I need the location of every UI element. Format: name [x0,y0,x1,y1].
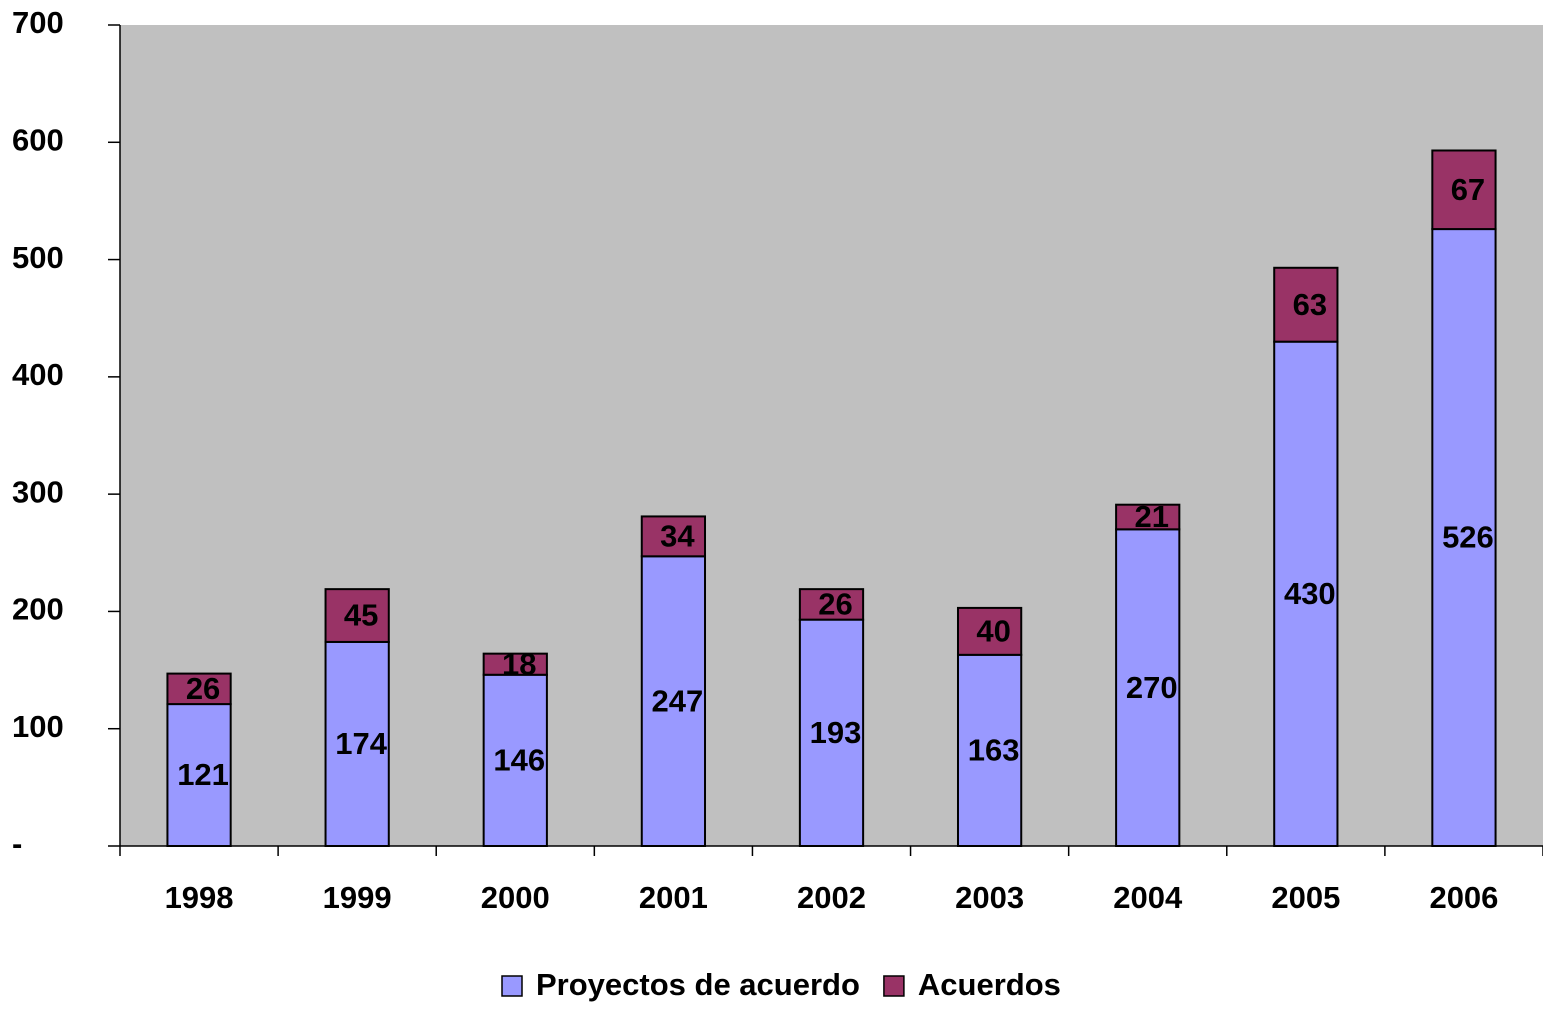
bar-segment [324,640,390,847]
bar-segment [798,618,865,847]
bar-segment [1115,503,1181,531]
data-label: 26 [186,671,220,706]
y-tick-label: 700 [12,5,64,40]
x-tick-label: 2003 [955,880,1024,915]
data-label: 121 [177,757,229,792]
bar-segment [1273,340,1339,847]
x-tick-label: 1998 [165,880,234,915]
y-tick-label: 100 [12,709,64,744]
data-label: 34 [660,519,695,554]
x-tick-label: 2000 [481,880,550,915]
bar-segment [166,703,232,847]
x-tick-label: 2001 [639,880,708,915]
data-label: 63 [1293,287,1327,322]
bar-segment [1431,149,1497,231]
data-label: 430 [1284,576,1336,611]
data-label: 163 [968,733,1020,768]
x-tick-label: 1999 [323,880,392,915]
legend-label: Proyectos de acuerdo [536,967,860,1002]
bar-segment [482,652,548,676]
x-tick-label: 2004 [1113,880,1183,915]
data-label: 526 [1442,520,1494,555]
bar-segment [640,515,707,558]
bar-segment [798,588,865,621]
y-tick-label: 500 [12,240,64,275]
bar-segment [1273,266,1339,343]
legend-swatch [501,975,523,997]
y-tick-label: 300 [12,474,64,509]
data-label: 26 [818,587,852,622]
data-label: 67 [1451,172,1485,207]
y-tick-label: 600 [12,122,64,157]
y-tick-label: - [12,826,22,861]
data-label: 21 [1134,499,1168,534]
legend-swatch [883,975,905,997]
y-tick-label: 400 [12,357,64,392]
x-tick-label: 2006 [1429,880,1498,915]
data-label: 40 [976,614,1010,649]
data-label: 174 [335,726,387,761]
data-label: 270 [1126,670,1178,705]
data-label: 45 [344,598,378,633]
data-label: 146 [493,743,545,778]
bar-segment [956,653,1023,847]
x-tick-label: 2002 [797,880,866,915]
bar-segment [482,673,548,848]
bar-segment [166,672,232,706]
data-label: 193 [810,715,862,750]
x-tick-label: 2005 [1271,880,1340,915]
bar-segment [324,588,390,643]
legend-label: Acuerdos [918,967,1061,1002]
bar-segment [1431,228,1497,847]
bar-segment [956,606,1023,656]
bar-segment [1115,528,1181,847]
data-label: 18 [502,646,536,681]
data-label: 247 [652,683,704,718]
y-tick-label: 200 [12,592,64,627]
